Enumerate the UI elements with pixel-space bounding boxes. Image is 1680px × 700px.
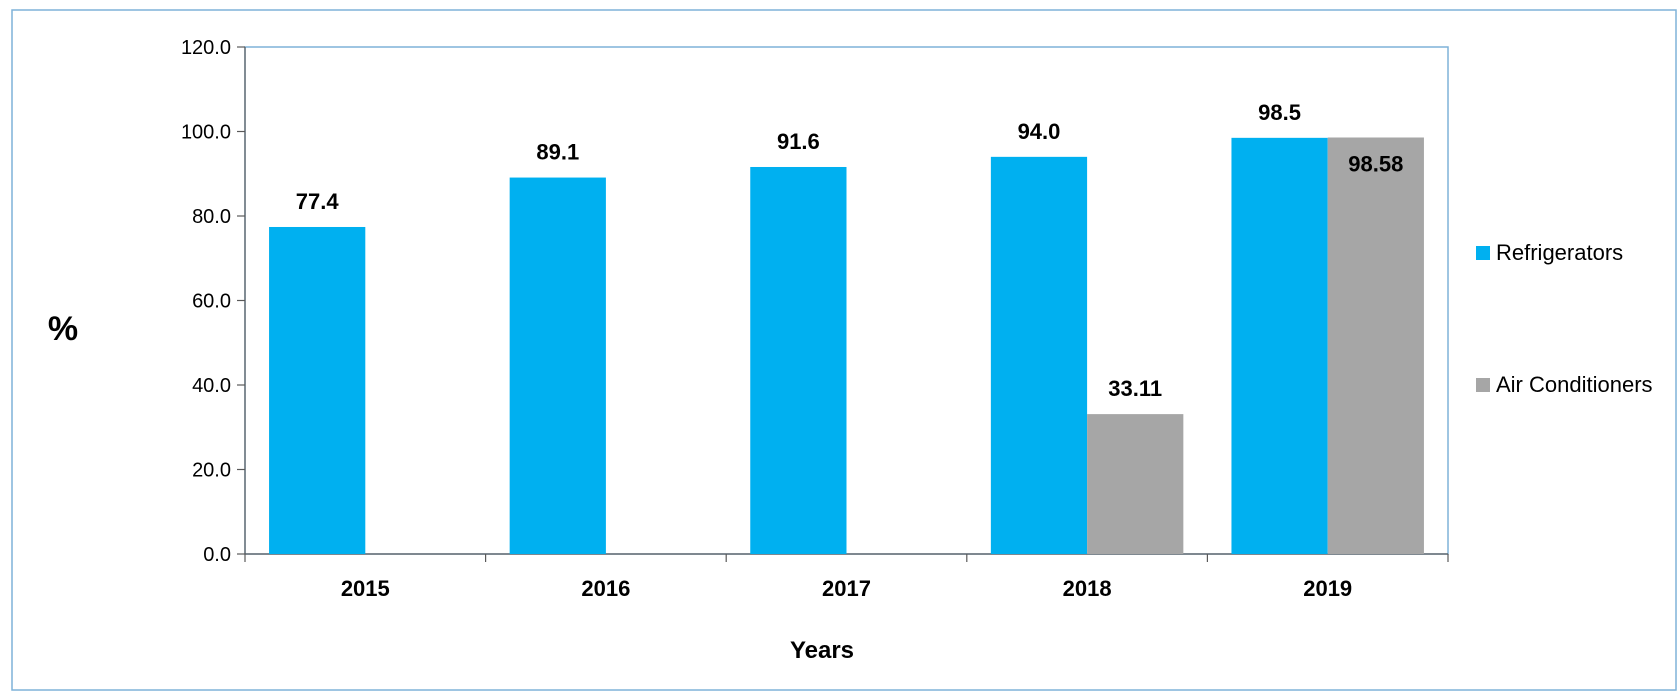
bar-refrigerators [1231, 137, 1328, 554]
data-label: 89.1 [536, 140, 579, 165]
data-label: 98.58 [1348, 151, 1403, 176]
data-label: 77.4 [296, 189, 340, 214]
legend-label: Air Conditioners [1496, 372, 1653, 397]
x-axis-title: Years [790, 637, 854, 664]
y-tick-label: 100.0 [181, 122, 231, 144]
bar-refrigerators [509, 177, 606, 555]
legend: Refrigerators Air Conditioners [1476, 240, 1653, 397]
bar-refrigerators [990, 156, 1088, 554]
y-tick-label: 80.0 [192, 206, 231, 228]
y-tick-label: 40.0 [192, 375, 231, 397]
y-tick-label: 0.0 [203, 544, 231, 566]
bar-air-conditioners [1087, 414, 1184, 554]
bar-air-conditioners [1327, 137, 1424, 554]
data-label: 91.6 [777, 129, 820, 154]
bar-refrigerators [750, 166, 847, 555]
legend-swatch [1476, 246, 1490, 260]
x-tick-label: 2016 [581, 576, 630, 601]
x-tick-label: 2019 [1303, 576, 1352, 601]
data-label: 33.11 [1108, 376, 1162, 401]
y-tick-label: 60.0 [192, 291, 231, 313]
data-label: 94.0 [1018, 119, 1061, 144]
x-tick-label: 2015 [341, 576, 390, 601]
data-label: 98.5 [1258, 100, 1301, 125]
plot-area: 0.0 20.0 40.0 60.0 80.0 100.0 120.0 2015 2016 201… [181, 37, 1449, 601]
x-tick-label: 2018 [1063, 576, 1112, 601]
y-tick-label: 20.0 [192, 460, 231, 482]
y-tick-label: 120.0 [181, 37, 231, 59]
bar-refrigerators [269, 226, 366, 555]
chart-border [11, 9, 1677, 691]
x-tick-label: 2017 [822, 576, 871, 601]
legend-swatch [1476, 378, 1490, 392]
legend-label: Refrigerators [1496, 240, 1623, 265]
y-axis-title: % [48, 310, 78, 348]
